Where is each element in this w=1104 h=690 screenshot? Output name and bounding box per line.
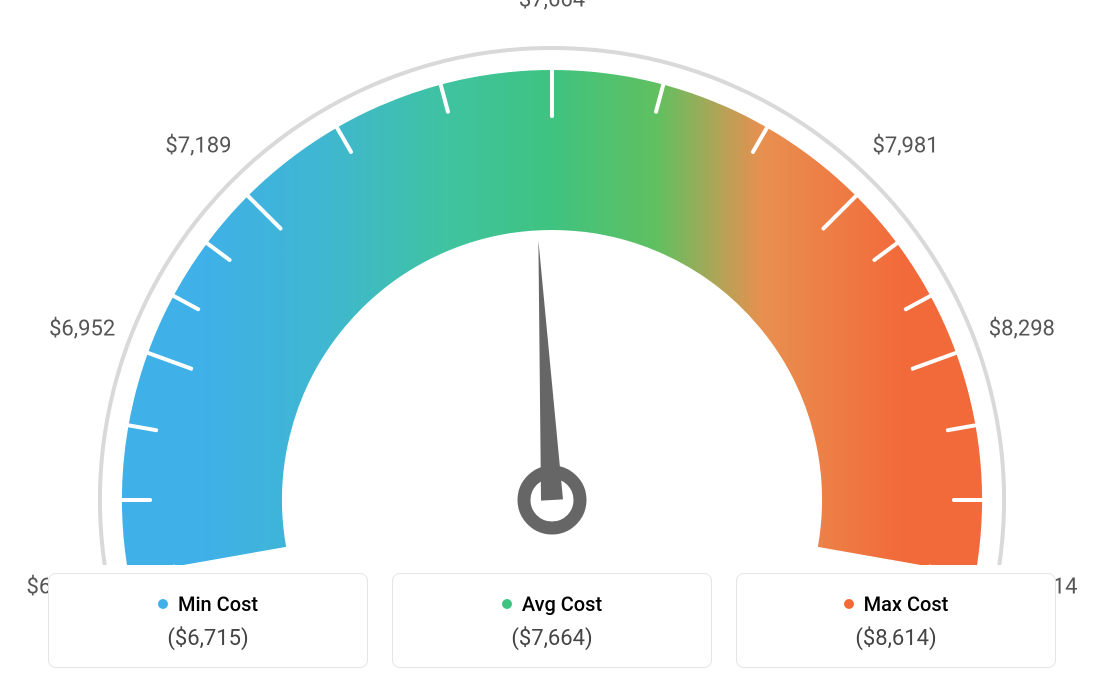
legend-dot-avg — [502, 599, 512, 609]
legend-title-avg: Avg Cost — [502, 592, 602, 616]
gauge-tick-label: $6,952 — [49, 316, 115, 341]
gauge-tick-label: $7,981 — [872, 134, 938, 159]
gauge-tick-label: $7,664 — [519, 0, 585, 13]
legend-card-max: Max Cost ($8,614) — [736, 573, 1056, 668]
legend-label-avg: Avg Cost — [522, 592, 602, 616]
legend-card-avg: Avg Cost ($7,664) — [392, 573, 712, 668]
legend-value-min: ($6,715) — [69, 626, 347, 651]
legend-card-min: Min Cost ($6,715) — [48, 573, 368, 668]
legend-title-max: Max Cost — [844, 592, 949, 616]
legend-value-avg: ($7,664) — [413, 626, 691, 651]
legend-title-min: Min Cost — [158, 592, 258, 616]
gauge-chart: $6,715$6,952$7,189$7,664$7,981$8,298$8,6… — [0, 0, 1104, 565]
gauge-tick-label: $8,298 — [989, 316, 1055, 341]
legend-dot-max — [844, 599, 854, 609]
gauge-tick-label: $7,189 — [165, 134, 231, 159]
legend-label-max: Max Cost — [864, 592, 949, 616]
legend-value-max: ($8,614) — [757, 626, 1035, 651]
legend-dot-min — [158, 599, 168, 609]
legend-row: Min Cost ($6,715) Avg Cost ($7,664) Max … — [0, 573, 1104, 668]
legend-label-min: Min Cost — [178, 592, 258, 616]
gauge-svg — [0, 0, 1104, 565]
